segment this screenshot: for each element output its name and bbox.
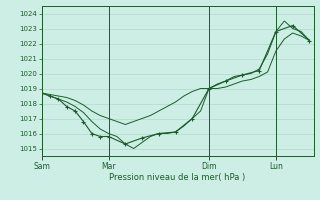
X-axis label: Pression niveau de la mer( hPa ): Pression niveau de la mer( hPa )	[109, 173, 246, 182]
